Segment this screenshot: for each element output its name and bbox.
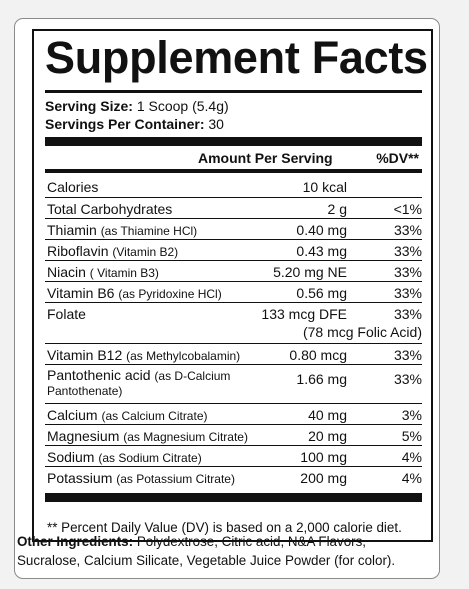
nutrient-label: Thiamin [47, 222, 97, 238]
nutrient-name: Pantothenic acid (as D-Calcium Pantothena… [47, 368, 230, 398]
nutrient-name: Calories [47, 179, 98, 195]
nutrient-label: Calories [47, 179, 99, 195]
nutrient-label: Vitamin B6 [47, 285, 115, 301]
nutrient-source: (as Calcium Citrate) [101, 409, 208, 423]
panel-title: Supplement Facts [45, 32, 428, 83]
nutrient-source: (as Sodium Citrate) [98, 451, 202, 465]
divider-thick [45, 90, 422, 93]
nutrient-dv: 5% [401, 428, 422, 444]
servings-per-container-value: 30 [208, 116, 224, 132]
nutrient-row: Magnesium (as Magnesium Citrate) 20 mg 5% [45, 424, 422, 445]
nutrient-dv: 33% [393, 306, 422, 322]
nutrient-dv: <1% [393, 201, 422, 217]
nutrient-dv: 33% [393, 243, 422, 259]
amount-per-serving-header: Amount Per Serving [198, 150, 333, 166]
nutrient-amount: 10 kcal [302, 179, 347, 195]
servings-per-container-label: Servings Per Container: [45, 116, 205, 132]
nutrient-label: Folate [47, 306, 86, 322]
nutrient-name: Total Carbohydrates [47, 201, 172, 217]
nutrient-source: (as Magnesium Citrate) [123, 430, 248, 444]
divider-bottom [45, 493, 422, 502]
nutrient-dv: 33% [393, 371, 422, 387]
nutrient-dv: 33% [393, 222, 422, 238]
nutrient-source: (as D-Calcium [154, 369, 231, 383]
nutrient-label: Magnesium [47, 428, 120, 444]
nutrient-label: Niacin [47, 264, 86, 280]
nutrient-label: Pantothenic acid [47, 367, 151, 383]
nutrient-label: Riboflavin [47, 243, 109, 259]
nutrient-sub-amount: (78 mcg Folic Acid) [302, 324, 422, 340]
nutrient-row: Vitamin B12 (as Methylcobalamin) 0.80 mcg… [45, 343, 422, 364]
nutrient-amount: 100 mg [300, 449, 347, 465]
nutrient-amount: 0.56 mg [296, 285, 347, 301]
other-ingredients-label: Other Ingredients: [17, 534, 134, 549]
nutrient-row: Calcium (as Calcium Citrate) 40 mg 3% [45, 403, 422, 424]
nutrient-source-continued: Pantothenate) [47, 384, 123, 398]
nutrient-row: Thiamin (as Thiamine HCl) 0.40 mg 33% [45, 218, 422, 239]
nutrient-row: Riboflavin (Vitamin B2) 0.43 mg 33% [45, 239, 422, 260]
nutrient-row: Potassium (as Potassium Citrate) 200 mg 4% [45, 466, 422, 487]
nutrient-name: Niacin ( Vitamin B3) [47, 264, 159, 281]
serving-size: Serving Size: 1 Scoop (5.4g) [45, 98, 229, 114]
nutrient-row: Niacin ( Vitamin B3) 5.20 mg NE 33% [45, 260, 422, 281]
nutrient-label: Potassium [47, 470, 113, 486]
nutrient-row: Folate 133 mcg DFE 33% (78 mcg Folic Acid) [45, 302, 422, 343]
divider-heavy [45, 137, 422, 146]
nutrient-label: Total Carbohydrates [47, 201, 173, 217]
label-card: Supplement Facts Serving Size: 1 Scoop (… [14, 18, 440, 579]
other-ingredients: Other Ingredients: Polydextrose, Citric … [17, 532, 427, 570]
nutrient-name: Riboflavin (Vitamin B2) [47, 243, 178, 260]
nutrient-name: Vitamin B12 (as Methylcobalamin) [47, 347, 240, 364]
footnote: ** Percent Daily Value (DV) is based on … [47, 520, 402, 535]
nutrient-amount: 0.40 mg [296, 222, 347, 238]
nutrient-name: Folate [47, 306, 86, 322]
nutrient-name: Calcium (as Calcium Citrate) [47, 407, 208, 424]
nutrient-dv: 4% [401, 449, 422, 465]
serving-size-value: 1 Scoop (5.4g) [136, 98, 229, 114]
nutrient-name: Vitamin B6 (as Pyridoxine HCl) [47, 285, 222, 302]
nutrient-label: Vitamin B12 [47, 347, 123, 363]
other-ingredients-text: Polydextrose, Citric acid, N&A Flavors, … [17, 534, 396, 568]
nutrient-row: Sodium (as Sodium Citrate) 100 mg 4% [45, 445, 422, 466]
nutrient-dv: 33% [393, 285, 422, 301]
nutrient-row: Calories 10 kcal [45, 176, 422, 197]
serving-size-label: Serving Size: [45, 98, 133, 114]
nutrient-label: Calcium [47, 407, 98, 423]
nutrient-source: (as Thiamine HCl) [100, 224, 198, 238]
nutrient-amount: 20 mg [308, 428, 347, 444]
nutrient-row: Total Carbohydrates 2 g <1% [45, 197, 422, 218]
nutrient-name: Potassium (as Potassium Citrate) [47, 470, 235, 487]
nutrient-amount: 2 g [327, 201, 347, 217]
nutrient-dv: 33% [393, 347, 422, 363]
nutrient-amount: 133 mcg DFE [261, 306, 347, 322]
nutrient-amount: 1.66 mg [296, 371, 347, 387]
nutrient-amount: 40 mg [308, 407, 347, 423]
nutrient-name: Sodium (as Sodium Citrate) [47, 449, 202, 466]
nutrient-source: (as Potassium Citrate) [116, 472, 235, 486]
nutrient-amount: 0.80 mcg [289, 347, 347, 363]
servings-per-container: Servings Per Container: 30 [45, 116, 224, 132]
nutrient-amount: 200 mg [300, 470, 347, 486]
dv-header: %DV** [376, 150, 419, 166]
nutrient-source: ( Vitamin B3) [89, 266, 159, 280]
nutrient-row: Vitamin B6 (as Pyridoxine HCl) 0.56 mg 33% [45, 281, 422, 302]
nutrient-name: Magnesium (as Magnesium Citrate) [47, 428, 248, 445]
divider-medium [45, 169, 422, 173]
nutrient-source: (Vitamin B2) [112, 245, 179, 259]
nutrient-dv: 33% [393, 264, 422, 280]
nutrient-source: (as Pyridoxine HCl) [118, 287, 222, 301]
nutrient-dv: 3% [401, 407, 422, 423]
nutrient-dv: 4% [401, 470, 422, 486]
nutrient-source: (as Methylcobalamin) [126, 349, 241, 363]
nutrient-row: Pantothenic acid (as D-Calcium Pantothena… [45, 364, 422, 403]
nutrient-name: Thiamin (as Thiamine HCl) [47, 222, 197, 239]
nutrient-label: Sodium [47, 449, 95, 465]
nutrient-amount: 0.43 mg [296, 243, 347, 259]
nutrient-amount: 5.20 mg NE [273, 264, 347, 280]
supplement-facts-panel: Supplement Facts Serving Size: 1 Scoop (… [32, 29, 433, 542]
